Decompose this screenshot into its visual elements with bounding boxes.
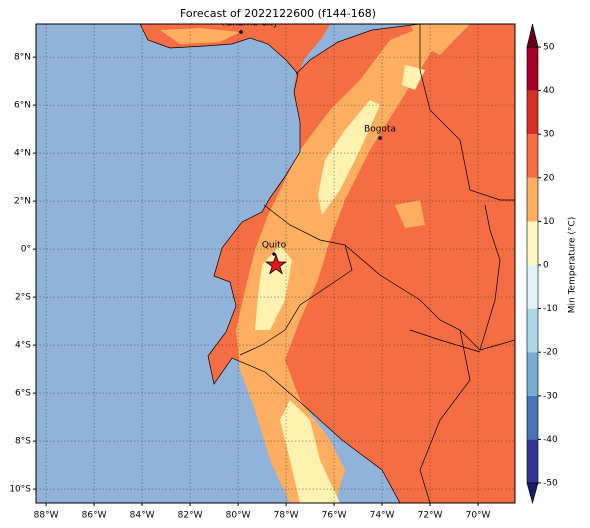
colorbar-tick-label: 0 xyxy=(543,261,549,271)
colorbar-band xyxy=(527,352,538,396)
city-label: Panama City xyxy=(222,19,279,29)
colorbar-tick-label: 20 xyxy=(543,173,555,183)
y-tick-label: 2°N xyxy=(14,197,31,207)
map-title: Forecast of 2022122600 (f144-168) xyxy=(180,7,376,20)
y-tick-label: 10°S xyxy=(9,485,31,495)
y-tick-label: 6°S xyxy=(15,389,31,399)
x-tick-label: 76°W xyxy=(322,511,347,521)
x-tick-label: 88°W xyxy=(34,511,59,521)
x-tick-label: 78°W xyxy=(274,511,299,521)
city-dot xyxy=(272,252,276,256)
colorbar-tick-label: -40 xyxy=(543,435,558,445)
x-tick-label: 84°W xyxy=(130,511,155,521)
city-label: Quito xyxy=(262,241,287,251)
x-tick-label: 82°W xyxy=(178,511,203,521)
x-tick-label: 70°W xyxy=(466,511,491,521)
colorbar-extend-over xyxy=(526,23,539,48)
colorbar-band xyxy=(527,47,538,91)
city-label: Bogota xyxy=(364,125,396,135)
coastline xyxy=(139,24,421,503)
borders xyxy=(139,24,515,503)
y-tick-label: 8°N xyxy=(14,53,31,63)
temp-band-warm xyxy=(236,28,445,503)
colorbar-band xyxy=(527,177,538,222)
colorbar-tick-label: 50 xyxy=(543,43,555,53)
map-frame xyxy=(35,23,516,504)
temp-band-mild xyxy=(255,65,425,503)
colorbar-tick-label: -10 xyxy=(543,304,558,314)
location-star xyxy=(264,253,288,275)
map-area: Panama City Bogota Quito xyxy=(36,19,515,503)
grid xyxy=(36,24,515,503)
x-tick-label: 86°W xyxy=(82,511,107,521)
colorbar-band xyxy=(527,134,538,178)
colorbar-tick-label: 40 xyxy=(543,86,555,96)
city-markers: Panama City Bogota Quito xyxy=(222,19,396,275)
y-tick-label: 0° xyxy=(21,245,31,255)
colorbar-tick-label: 10 xyxy=(543,217,555,227)
y-tick-label: 2°S xyxy=(15,293,31,303)
y-tick-label: 4°N xyxy=(14,149,31,159)
colorbar-tick-label: -30 xyxy=(543,391,558,401)
colorbar-band xyxy=(527,221,538,265)
colorbar-band xyxy=(527,265,538,309)
city-dot xyxy=(378,136,382,140)
colorbar-tick-label: -50 xyxy=(543,479,558,489)
colorbar-band xyxy=(527,395,538,440)
colorbar-band xyxy=(527,90,538,135)
colorbar-label: Min Temperature (°C) xyxy=(568,217,578,314)
colorbar-band xyxy=(527,439,538,483)
colorbar-tick-label: 30 xyxy=(543,130,555,140)
city-dot xyxy=(239,30,243,34)
y-tick-label: 4°S xyxy=(15,341,31,351)
colorbar-tick-label: -20 xyxy=(543,348,558,358)
x-tick-label: 80°W xyxy=(226,511,251,521)
colorbar-extend-under xyxy=(526,482,539,505)
temp-band-warm-2 xyxy=(160,24,470,228)
x-tick-label: 74°W xyxy=(370,511,395,521)
y-tick-label: 6°N xyxy=(14,101,31,111)
x-tick-label: 72°W xyxy=(418,511,443,521)
country-border xyxy=(239,24,515,503)
y-tick-label: 8°S xyxy=(15,437,31,447)
colorbar-band xyxy=(527,308,538,353)
